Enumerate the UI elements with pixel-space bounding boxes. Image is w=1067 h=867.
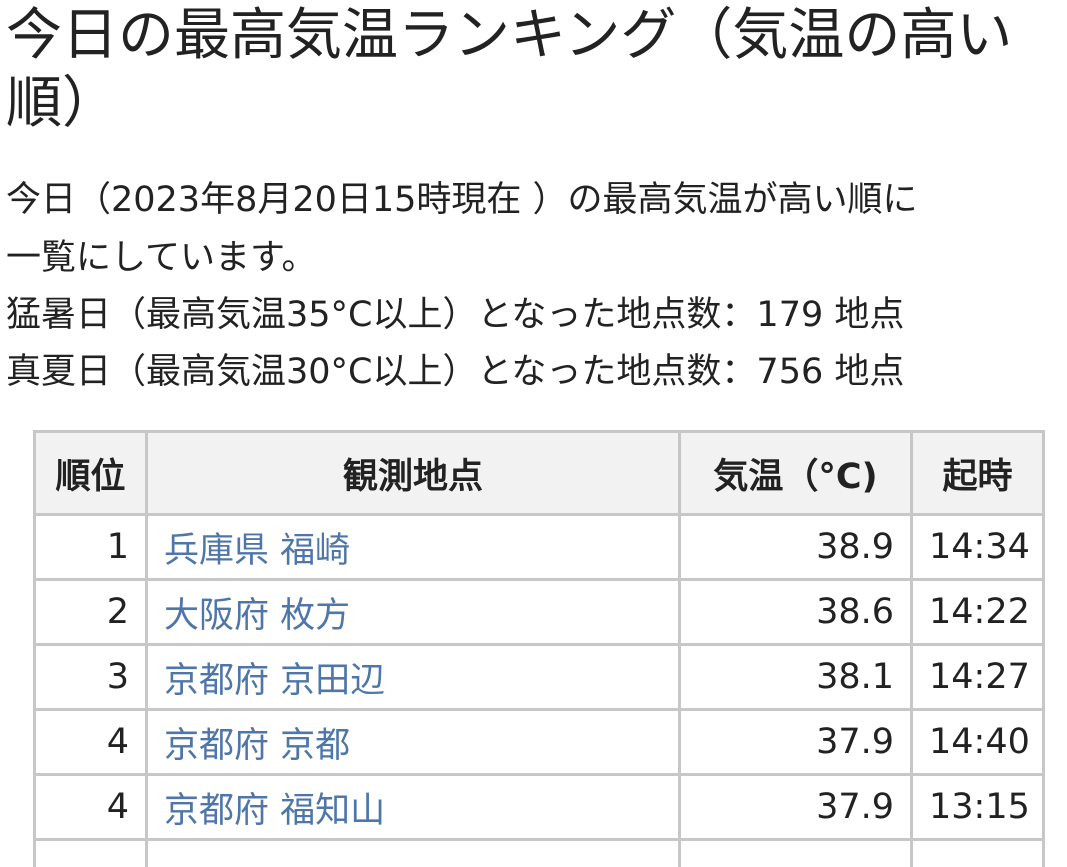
station-cell: 京都府 福知山 <box>145 773 681 841</box>
temperature-cell: 38.9 <box>678 513 913 581</box>
rank-cell: 2 <box>33 578 148 646</box>
station-cell: 京都府 京田辺 <box>145 643 681 711</box>
temperature-cell: 37.9 <box>678 773 913 841</box>
time-cell: 14:40 <box>910 708 1045 776</box>
summer-day-count: 真夏日（最高気温30°C以上）となった地点数：756 地点 <box>6 352 905 392</box>
station-link[interactable]: 大阪府 枚方 <box>164 595 351 636</box>
header-station: 観測地点 <box>145 430 681 516</box>
rank-cell <box>33 838 148 867</box>
table-row: 2 大阪府 枚方 38.6 14:22 <box>33 578 1045 646</box>
table-header-row: 順位 観測地点 気温（°C) 起時 <box>33 430 1045 516</box>
header-rank: 順位 <box>33 430 148 516</box>
station-link[interactable]: 京都府 福知山 <box>164 790 386 831</box>
rank-cell: 4 <box>33 708 148 776</box>
station-cell <box>145 838 681 867</box>
station-link[interactable]: 兵庫県 福崎 <box>164 530 351 571</box>
temperature-cell: 38.1 <box>678 643 913 711</box>
temperature-cell: 38.6 <box>678 578 913 646</box>
station-cell: 兵庫県 福崎 <box>145 513 681 581</box>
temperature-cell <box>678 838 913 867</box>
time-cell: 13:15 <box>910 773 1045 841</box>
station-link[interactable]: 京都府 京田辺 <box>164 660 386 701</box>
rank-cell: 1 <box>33 513 148 581</box>
page-title: 今日の最高気温ランキング（気温の高い順） <box>6 3 1013 136</box>
temperature-cell: 37.9 <box>678 708 913 776</box>
station-link[interactable]: 京都府 京都 <box>164 725 351 766</box>
station-cell: 大阪府 枚方 <box>145 578 681 646</box>
table-row: 4 京都府 福知山 37.9 13:15 <box>33 773 1045 841</box>
rank-cell: 4 <box>33 773 148 841</box>
time-cell: 14:22 <box>910 578 1045 646</box>
station-cell: 京都府 京都 <box>145 708 681 776</box>
ranking-table: 順位 観測地点 気温（°C) 起時 1 兵庫県 福崎 38.9 14:34 2 … <box>33 430 1045 867</box>
table-row: 4 京都府 京都 37.9 14:40 <box>33 708 1045 776</box>
time-cell: 14:27 <box>910 643 1045 711</box>
description-line-1: 今日（2023年8月20日15時現在 ）の最高気温が高い順に <box>6 180 918 220</box>
header-temperature: 気温（°C) <box>678 430 913 516</box>
header-time: 起時 <box>910 430 1045 516</box>
extreme-heat-count: 猛暑日（最高気温35°C以上）となった地点数：179 地点 <box>6 295 905 335</box>
time-cell: 14:34 <box>910 513 1045 581</box>
description-line-2: 一覧にしています。 <box>6 238 317 278</box>
time-cell <box>910 838 1045 867</box>
table-row: 3 京都府 京田辺 38.1 14:27 <box>33 643 1045 711</box>
rank-cell: 3 <box>33 643 148 711</box>
table-row <box>33 838 1045 867</box>
table-row: 1 兵庫県 福崎 38.9 14:34 <box>33 513 1045 581</box>
